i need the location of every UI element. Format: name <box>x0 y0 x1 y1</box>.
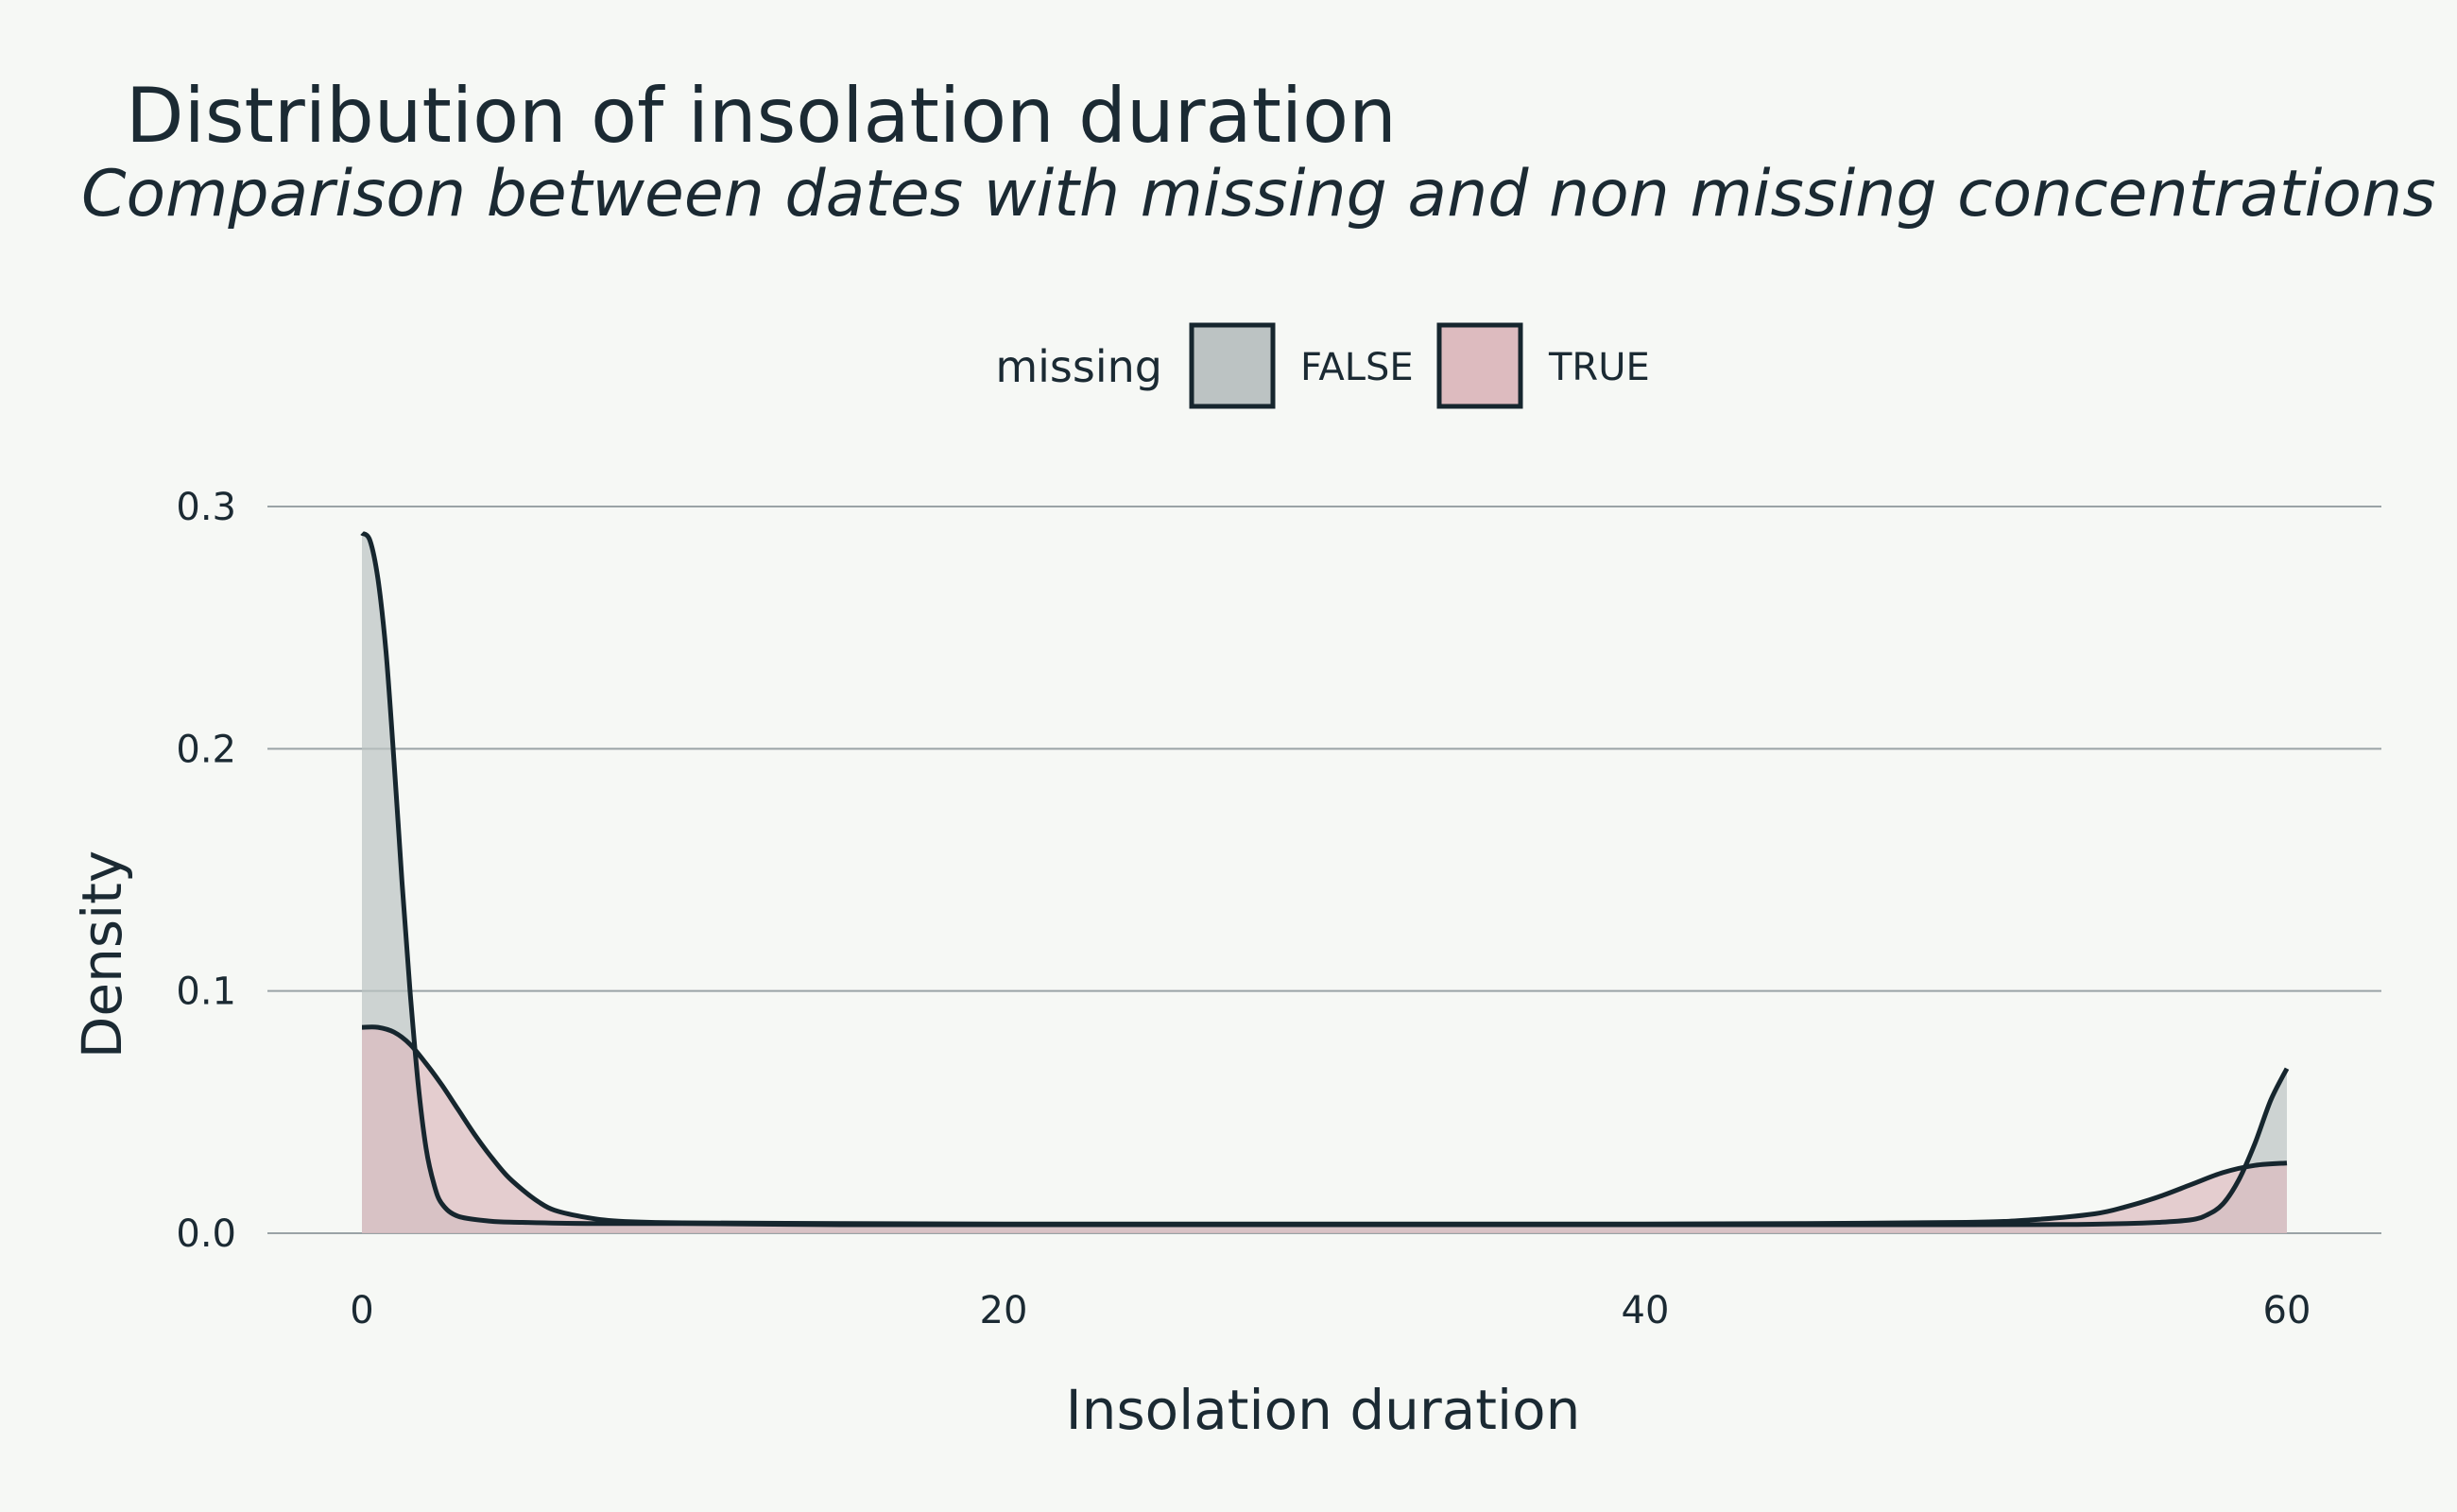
x-axis-ticks: 0 20 40 60 <box>350 1289 2311 1332</box>
density-curves <box>360 531 2290 1228</box>
legend-label-false: FALSE <box>1300 346 1414 389</box>
x-axis-title: Insolation duration <box>1066 1378 1581 1442</box>
gridlines <box>267 506 2381 1234</box>
chart-subtitle: Comparison between dates with missing an… <box>81 157 2436 232</box>
density-area-false <box>362 533 2287 1233</box>
y-axis-title: Density <box>70 850 134 1059</box>
legend-key-true <box>1436 322 1523 409</box>
density-line-false <box>360 531 2290 1228</box>
x-tick-label: 40 <box>1622 1289 1670 1332</box>
legend-key-false <box>1189 322 1276 409</box>
y-tick-label: 0.0 <box>176 1212 236 1256</box>
y-axis-ticks: 0.0 0.1 0.2 0.3 <box>176 486 236 1256</box>
x-tick-label: 20 <box>980 1289 1028 1332</box>
legend-label-true: TRUE <box>1548 346 1650 389</box>
chart-title: Distribution of insolation duration <box>126 72 1397 160</box>
legend: missing FALSE TRUE <box>995 322 1650 409</box>
y-tick-label: 0.2 <box>176 728 236 771</box>
legend-title: missing <box>995 341 1162 392</box>
density-area-true <box>362 1026 2287 1233</box>
y-tick-label: 0.1 <box>176 971 236 1014</box>
y-tick-label: 0.3 <box>176 486 236 529</box>
x-tick-label: 0 <box>350 1289 373 1332</box>
x-tick-label: 60 <box>2263 1289 2311 1332</box>
density-areas <box>362 533 2287 1233</box>
density-line-true <box>361 1024 2288 1227</box>
